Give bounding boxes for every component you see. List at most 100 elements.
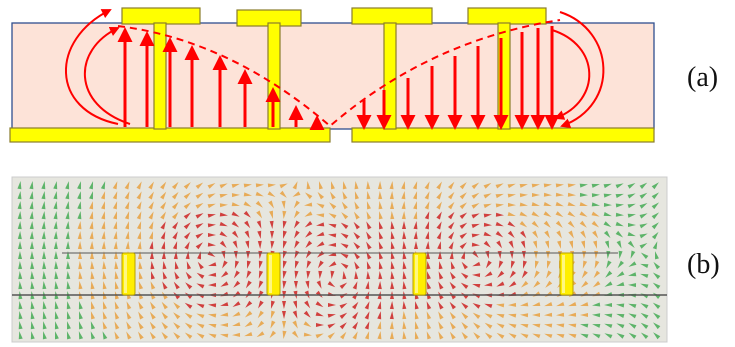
field-vector xyxy=(593,270,601,279)
field-vector xyxy=(304,300,311,309)
field-vector xyxy=(161,311,169,320)
field-vector xyxy=(543,201,552,207)
field-vector xyxy=(65,221,70,230)
field-vector xyxy=(327,302,336,307)
field-vector xyxy=(352,321,359,330)
field-vector xyxy=(65,181,70,190)
via-highlight xyxy=(124,255,127,293)
field-vector xyxy=(267,183,276,188)
field-vector xyxy=(283,230,287,239)
field-vector xyxy=(640,273,649,279)
field-vector xyxy=(282,300,287,309)
field-vector xyxy=(327,313,336,318)
field-vector xyxy=(533,280,541,288)
field-vector xyxy=(555,201,564,207)
field-vector xyxy=(245,300,253,308)
field-vector xyxy=(604,333,613,339)
field-vector xyxy=(618,250,623,259)
field-vector xyxy=(390,201,395,210)
field-vector xyxy=(207,182,216,189)
field-vector xyxy=(258,300,264,309)
field-vector xyxy=(42,331,47,340)
field-vector xyxy=(255,183,264,188)
field-vector xyxy=(507,193,516,198)
field-vector xyxy=(604,323,613,329)
field-vector xyxy=(340,253,349,259)
field-vector xyxy=(196,303,205,309)
field-vector xyxy=(195,232,204,239)
field-vector xyxy=(258,280,264,289)
field-vector xyxy=(532,240,538,249)
field-vector xyxy=(483,203,492,209)
field-vector xyxy=(77,241,82,250)
field-vector xyxy=(65,231,70,240)
field-vector xyxy=(547,260,551,269)
field-vector xyxy=(615,183,624,189)
field-vector xyxy=(378,221,383,230)
field-vector xyxy=(340,331,347,340)
field-vector xyxy=(66,281,71,290)
field-vector xyxy=(207,242,216,247)
field-vector xyxy=(184,302,193,309)
field-vector xyxy=(219,221,228,227)
field-vector xyxy=(495,212,504,217)
field-vector xyxy=(459,232,468,239)
field-vector xyxy=(137,251,142,260)
field-vector xyxy=(449,301,457,310)
field-vector xyxy=(208,313,217,318)
field-vector xyxy=(184,241,190,250)
field-vector xyxy=(257,230,262,239)
field-vector xyxy=(520,333,529,339)
field-vector xyxy=(138,281,144,290)
field-vector xyxy=(402,331,407,340)
field-vector xyxy=(389,311,394,320)
field-vector xyxy=(30,331,35,340)
field-vector xyxy=(402,311,407,320)
field-vector xyxy=(304,211,313,217)
field-vector xyxy=(171,211,179,220)
field-vector xyxy=(138,261,143,270)
field-vector xyxy=(149,311,156,320)
field-vector xyxy=(484,303,493,309)
field-vector xyxy=(219,212,228,217)
field-vector xyxy=(125,241,130,250)
field-vector xyxy=(352,281,358,290)
field-vector xyxy=(102,301,108,310)
field-vector xyxy=(18,311,23,320)
field-vector xyxy=(18,261,23,270)
field-vector xyxy=(543,183,552,188)
field-vector xyxy=(390,221,395,230)
field-vector xyxy=(414,301,419,310)
field-vector xyxy=(507,230,515,238)
panel-b-label: (b) xyxy=(687,249,720,280)
field-vector xyxy=(340,262,349,269)
field-vector xyxy=(627,223,636,228)
field-vector xyxy=(208,262,217,267)
field-vector xyxy=(366,221,372,230)
field-vector xyxy=(54,301,59,310)
return-arrow-right-inner xyxy=(551,29,591,120)
field-vector xyxy=(507,183,516,189)
field-vector xyxy=(378,241,384,250)
field-vector xyxy=(438,281,444,290)
field-vector xyxy=(196,313,205,319)
field-vector xyxy=(544,301,553,307)
field-vector xyxy=(484,332,493,340)
field-vector xyxy=(424,201,430,210)
field-vector xyxy=(77,181,82,190)
field-vector xyxy=(472,261,481,267)
field-vector xyxy=(41,231,46,240)
field-vector xyxy=(471,203,480,209)
field-vector xyxy=(366,201,371,210)
field-vector xyxy=(653,332,661,340)
field-vector xyxy=(568,230,574,239)
field-vector xyxy=(327,281,336,288)
field-vector xyxy=(579,220,587,228)
field-vector xyxy=(207,223,216,228)
field-vector xyxy=(113,231,118,240)
field-vector xyxy=(556,333,565,339)
field-vector xyxy=(219,240,227,248)
field-vector xyxy=(340,243,349,249)
field-vector xyxy=(568,302,577,307)
